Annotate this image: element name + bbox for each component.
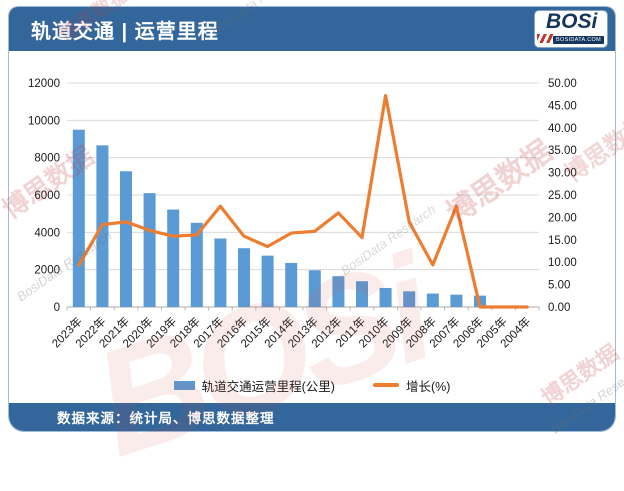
- report-header: 轨道交通 | 运营里程 BOSi BOSIDATA.COM: [9, 7, 615, 51]
- svg-text:50.00: 50.00: [548, 78, 577, 90]
- svg-text:45.00: 45.00: [548, 100, 577, 112]
- svg-text:2000: 2000: [34, 265, 60, 277]
- svg-text:30.00: 30.00: [548, 168, 577, 180]
- svg-text:0: 0: [54, 302, 60, 314]
- line-series-swatch: [372, 383, 399, 387]
- chart-area: 0 2000 4000 6000 8000 10000 12000 0.00 5.00 10.00…: [9, 53, 615, 370]
- svg-text:40.00: 40.00: [548, 123, 577, 135]
- legend-item-mileage: 轨道交通运营里程(公里): [173, 376, 335, 395]
- logo-subtext: BOSIDATA.COM: [553, 36, 604, 44]
- legend-label-mileage: 轨道交通运营里程(公里): [201, 379, 335, 394]
- bar-series-swatch: [173, 380, 195, 390]
- legend: 轨道交通运营里程(公里) 增长(%): [9, 374, 615, 396]
- svg-text:0.00: 0.00: [548, 302, 570, 314]
- report-panel: 轨道交通 | 运营里程 BOSi BOSIDATA.COM 0 2000 4000 6…: [8, 6, 616, 432]
- bar-line-chart: 0 2000 4000 6000 8000 10000 12000 0.00 5.00 10.00…: [28, 78, 577, 350]
- svg-text:20.00: 20.00: [548, 212, 577, 224]
- svg-text:6000: 6000: [34, 190, 60, 202]
- bosi-logo: BOSi BOSIDATA.COM: [535, 11, 607, 47]
- logo-stripes-icon: [537, 34, 554, 43]
- svg-text:12000: 12000: [28, 78, 60, 90]
- svg-text:15.00: 15.00: [548, 235, 577, 247]
- page-title: 轨道交通 | 运营里程: [31, 20, 219, 43]
- source-text: 数据来源：统计局、博思数据整理: [57, 411, 275, 426]
- svg-text:10.00: 10.00: [548, 257, 577, 269]
- svg-text:4000: 4000: [34, 227, 60, 239]
- svg-text:25.00: 25.00: [548, 190, 577, 202]
- svg-text:35.00: 35.00: [548, 145, 577, 157]
- legend-item-growth: 增长(%): [372, 376, 451, 395]
- logo-text: BOSi: [546, 11, 598, 33]
- svg-text:5.00: 5.00: [548, 280, 570, 292]
- svg-text:10000: 10000: [28, 115, 60, 127]
- svg-text:8000: 8000: [34, 153, 60, 165]
- legend-label-growth: 增长(%): [405, 379, 451, 394]
- source-footer: 数据来源：统计局、博思数据整理: [9, 403, 615, 431]
